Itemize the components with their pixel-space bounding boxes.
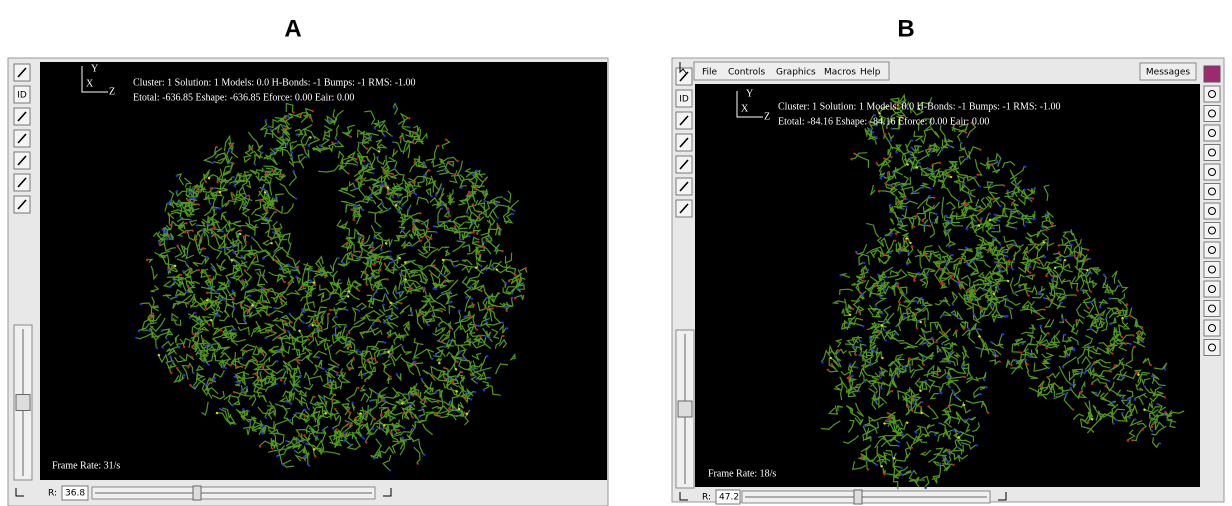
tool-button[interactable]: [1204, 66, 1220, 82]
tool-label: ID: [17, 91, 27, 101]
messages-label: Messages: [1146, 68, 1190, 78]
tool-button[interactable]: [1204, 86, 1220, 102]
tool-button[interactable]: [1204, 106, 1220, 122]
status-line: Cluster: 1 Solution: 1 Models: 0.0 H-Bon…: [133, 77, 416, 88]
menu-item[interactable]: Graphics: [776, 68, 816, 78]
panel-label: B: [897, 15, 914, 42]
tool-button[interactable]: [1204, 184, 1220, 200]
tool-button[interactable]: [1204, 145, 1220, 161]
r-label: R:: [48, 489, 57, 499]
r-label: R:: [702, 493, 711, 503]
tool-button[interactable]: [1204, 223, 1220, 239]
menu-item[interactable]: File: [702, 68, 718, 78]
tool-button[interactable]: [1204, 340, 1220, 356]
tool-button[interactable]: [1204, 125, 1220, 141]
axis-label: Z: [764, 111, 770, 122]
status-line: Cluster: 1 Solution: 1 Models: 0.0 H-Bon…: [778, 101, 1061, 112]
axis-label: Z: [109, 86, 115, 97]
tool-button[interactable]: [1204, 242, 1220, 258]
tool-button[interactable]: [1204, 203, 1220, 219]
tool-button[interactable]: [1204, 281, 1220, 297]
tool-button[interactable]: [1204, 301, 1220, 317]
tool-button[interactable]: [1204, 164, 1220, 180]
frame-rate: Frame Rate: 31/s: [52, 460, 120, 471]
menu-item[interactable]: Help: [860, 68, 881, 78]
screenshot: AIDYXZCluster: 1 Solution: 1 Models: 0.0…: [0, 0, 1232, 506]
status-line: Etotal: -84.16 Eshape: -84.16 Eforce: 0.…: [778, 116, 989, 127]
axis-label: Y: [91, 63, 98, 74]
menu-item[interactable]: Controls: [728, 68, 766, 78]
axis-label: X: [86, 78, 94, 89]
tool-button[interactable]: [1204, 320, 1220, 336]
panel-label: A: [284, 15, 301, 42]
status-line: Etotal: -636.85 Eshape: -636.85 Eforce: …: [133, 92, 354, 103]
menu-item[interactable]: Macros: [824, 68, 856, 78]
frame-rate: Frame Rate: 18/s: [708, 468, 776, 479]
r-value: 47.2: [719, 493, 739, 503]
axis-label: Y: [746, 88, 753, 99]
slider-thumb[interactable]: [193, 486, 201, 500]
slider-thumb[interactable]: [678, 401, 692, 417]
r-value: 36.8: [65, 489, 85, 499]
slider-thumb[interactable]: [16, 395, 30, 411]
axis-label: X: [741, 103, 749, 114]
tool-label: ID: [679, 95, 689, 105]
tool-button[interactable]: [1204, 262, 1220, 278]
slider-thumb[interactable]: [854, 490, 862, 504]
